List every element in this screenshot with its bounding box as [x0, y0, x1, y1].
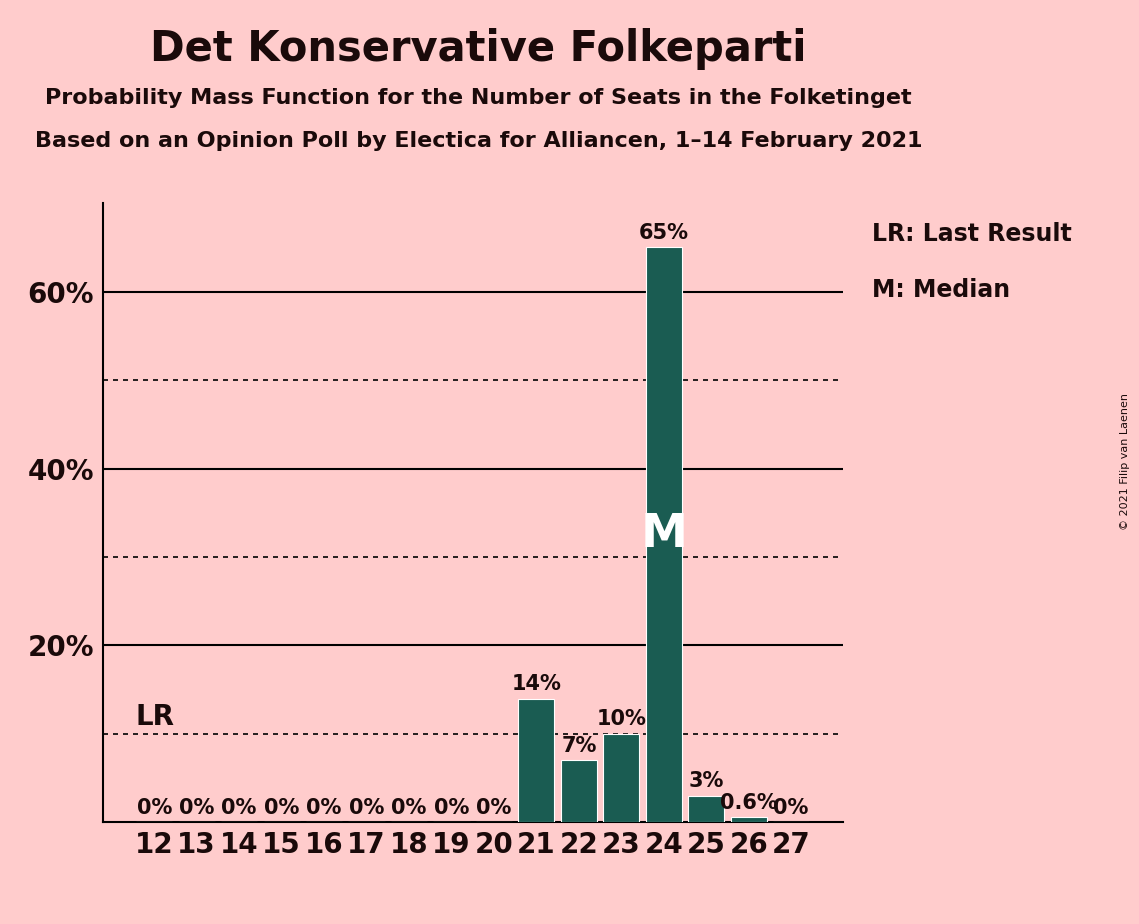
Text: 14%: 14% — [511, 675, 562, 694]
Text: 0%: 0% — [773, 798, 809, 818]
Bar — [688, 796, 724, 822]
Text: 10%: 10% — [597, 710, 646, 730]
Text: M: M — [640, 513, 687, 557]
Text: Probability Mass Function for the Number of Seats in the Folketinget: Probability Mass Function for the Number… — [46, 88, 911, 108]
Bar — [604, 734, 639, 822]
Text: M: Median: M: Median — [872, 277, 1010, 301]
Text: 0%: 0% — [137, 798, 172, 818]
Text: 0%: 0% — [476, 798, 511, 818]
Bar — [560, 760, 597, 822]
Text: 3%: 3% — [689, 772, 724, 791]
Bar — [646, 248, 682, 822]
Text: 65%: 65% — [639, 223, 689, 243]
Text: LR: Last Result: LR: Last Result — [872, 222, 1072, 246]
Text: Det Konservative Folkeparti: Det Konservative Folkeparti — [150, 28, 806, 69]
Bar — [518, 699, 555, 822]
Bar — [730, 817, 767, 822]
Text: 0%: 0% — [392, 798, 427, 818]
Text: Based on an Opinion Poll by Electica for Alliancen, 1–14 February 2021: Based on an Opinion Poll by Electica for… — [34, 131, 923, 152]
Text: 0%: 0% — [434, 798, 469, 818]
Text: 0%: 0% — [221, 798, 256, 818]
Text: 7%: 7% — [562, 736, 597, 756]
Text: © 2021 Filip van Laenen: © 2021 Filip van Laenen — [1120, 394, 1130, 530]
Text: 0%: 0% — [179, 798, 214, 818]
Text: LR: LR — [136, 703, 174, 731]
Text: 0%: 0% — [349, 798, 384, 818]
Text: 0%: 0% — [306, 798, 342, 818]
Text: 0%: 0% — [264, 798, 300, 818]
Text: 0.6%: 0.6% — [720, 793, 778, 812]
